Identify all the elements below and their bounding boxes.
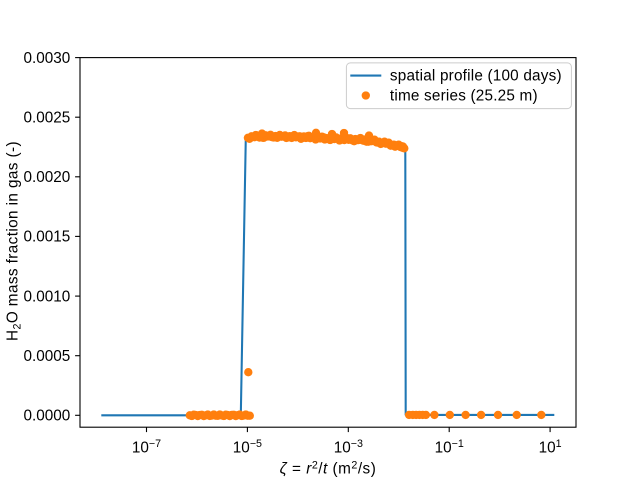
svg-text:0.0020: 0.0020 bbox=[24, 169, 71, 186]
svg-text:0.0015: 0.0015 bbox=[24, 229, 71, 246]
svg-text:0.0010: 0.0010 bbox=[24, 288, 71, 305]
svg-text:time series (25.25 m): time series (25.25 m) bbox=[390, 87, 538, 104]
svg-text:spatial profile (100 days): spatial profile (100 days) bbox=[390, 67, 562, 84]
svg-text:0.0030: 0.0030 bbox=[24, 50, 71, 67]
svg-text:0.0025: 0.0025 bbox=[24, 109, 71, 126]
svg-text:H2O mass fraction in gas (-): H2O mass fraction in gas (-) bbox=[4, 141, 23, 341]
svg-text:0.0005: 0.0005 bbox=[24, 348, 71, 365]
svg-text:ζ = r2/t (m2/s): ζ = r2/t (m2/s) bbox=[280, 459, 377, 477]
svg-text:0.0000: 0.0000 bbox=[24, 408, 71, 425]
